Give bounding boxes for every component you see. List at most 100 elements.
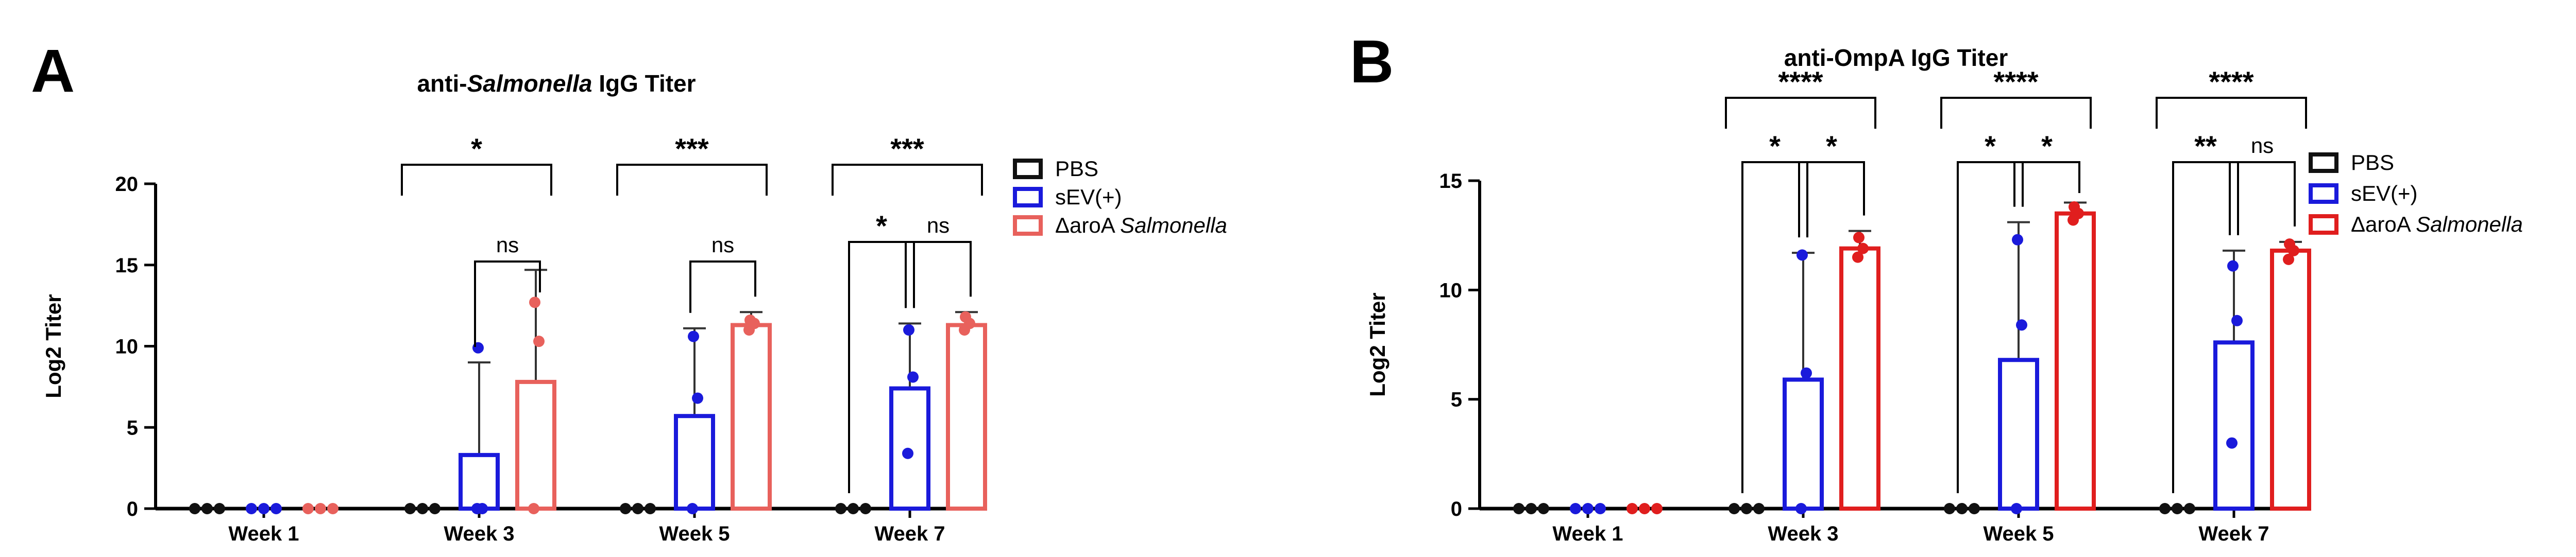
x-tick-label: Week 1: [1552, 523, 1623, 545]
data-point: [907, 371, 919, 383]
legend-label: sEV(+): [2351, 181, 2418, 205]
data-point: [860, 503, 871, 514]
data-point: [1853, 232, 1865, 243]
y-tick-label: 0: [127, 498, 138, 520]
legend-swatch: [2309, 214, 2338, 235]
significance-bracket: [1725, 97, 1876, 129]
significance-label: ***: [675, 132, 709, 165]
legend-swatch: [2309, 152, 2338, 173]
legend-label-part: Salmonella: [1120, 213, 1227, 237]
data-point: [1944, 503, 1955, 514]
legend-label-part: ΔaroA: [1055, 213, 1120, 237]
data-point: [404, 503, 416, 514]
significance-label: *: [2041, 130, 2053, 162]
y-tick-label: 15: [1439, 170, 1463, 193]
data-point: [429, 503, 440, 514]
data-point: [533, 336, 545, 347]
x-tick-label: Week 7: [874, 523, 945, 545]
significance-label: *: [471, 132, 482, 165]
significance-bracket: [1957, 161, 2024, 493]
x-tick-label: Week 7: [2198, 523, 2269, 545]
data-point: [2012, 234, 2023, 246]
bar: [946, 323, 987, 511]
panel-label: A: [31, 37, 75, 105]
data-point: [1797, 249, 1808, 261]
significance-bracket: [2172, 161, 2239, 493]
bar: [1839, 246, 1880, 511]
data-point: [246, 503, 257, 514]
significance-bracket: [1940, 97, 2092, 129]
data-point: [2184, 503, 2195, 514]
chart-title: anti-OmpA IgG Titer: [1784, 44, 2008, 71]
significance-label: **: [2194, 130, 2217, 162]
significance-label: ns: [496, 233, 519, 257]
data-point: [258, 503, 269, 514]
significance-bracket: [689, 260, 756, 313]
significance-label: ****: [1993, 65, 2038, 98]
significance-label: ns: [2251, 133, 2274, 158]
significance-bracket: [1741, 161, 1808, 493]
significance-bracket: [474, 260, 541, 347]
bar: [1783, 377, 1824, 511]
legend-label: PBS: [2351, 150, 2394, 175]
y-tick-label: 5: [127, 416, 138, 439]
data-point: [1801, 367, 1812, 379]
y-tick-label: 20: [115, 173, 139, 196]
data-point: [960, 311, 971, 323]
data-point: [744, 315, 756, 326]
significance-label: *: [1769, 130, 1781, 162]
bar: [2055, 211, 2096, 511]
significance-label: ****: [1778, 65, 1823, 98]
significance-label: *: [1826, 130, 1837, 162]
chart-title-part: Salmonella: [467, 70, 592, 97]
bar: [674, 414, 715, 511]
significance-bracket: [616, 164, 768, 196]
data-point: [2159, 503, 2171, 514]
data-point: [529, 297, 540, 308]
x-tick-label: Week 5: [659, 523, 730, 545]
data-point: [687, 503, 698, 514]
data-point: [1852, 251, 1863, 263]
significance-label: ns: [927, 213, 950, 237]
y-tick-label: 5: [1451, 389, 1462, 411]
significance-bracket: [401, 164, 552, 196]
significance-label: ***: [890, 132, 924, 165]
data-point: [1795, 503, 1807, 514]
bar: [2213, 340, 2255, 511]
data-point: [201, 503, 213, 514]
y-tick-label: 15: [115, 254, 139, 277]
chart-title-part: anti-OmpA IgG Titer: [1784, 44, 2008, 71]
legend-swatch: [1013, 187, 1043, 207]
data-point: [632, 503, 643, 514]
significance-bracket: [2229, 161, 2296, 235]
data-point: [1651, 503, 1663, 514]
data-point: [688, 330, 699, 342]
data-point: [189, 503, 200, 514]
data-point: [2284, 238, 2295, 250]
data-point: [1741, 503, 1752, 514]
data-point: [902, 447, 913, 459]
data-point: [214, 503, 225, 514]
data-point: [1582, 503, 1594, 514]
data-point: [2172, 503, 2183, 514]
data-point: [315, 503, 326, 514]
data-point: [327, 503, 338, 514]
panel-label: B: [1350, 28, 1394, 96]
data-point: [1639, 503, 1650, 514]
significance-label: *: [876, 210, 887, 242]
significance-bracket: [905, 241, 972, 308]
legend-label-part: PBS: [1055, 156, 1098, 181]
significance-bracket: [2013, 161, 2080, 207]
data-point: [1728, 503, 1740, 514]
legend-label-part: sEV(+): [1055, 185, 1122, 209]
chart-title-part: IgG Titer: [592, 70, 696, 97]
data-point: [1570, 503, 1581, 514]
significance-bracket: [1798, 161, 1865, 238]
legend-label-part: Salmonella: [2416, 212, 2523, 236]
x-tick-label: Week 5: [1983, 523, 2054, 545]
data-point: [692, 392, 703, 404]
y-axis-label: Log2 Titer: [1365, 292, 1389, 396]
